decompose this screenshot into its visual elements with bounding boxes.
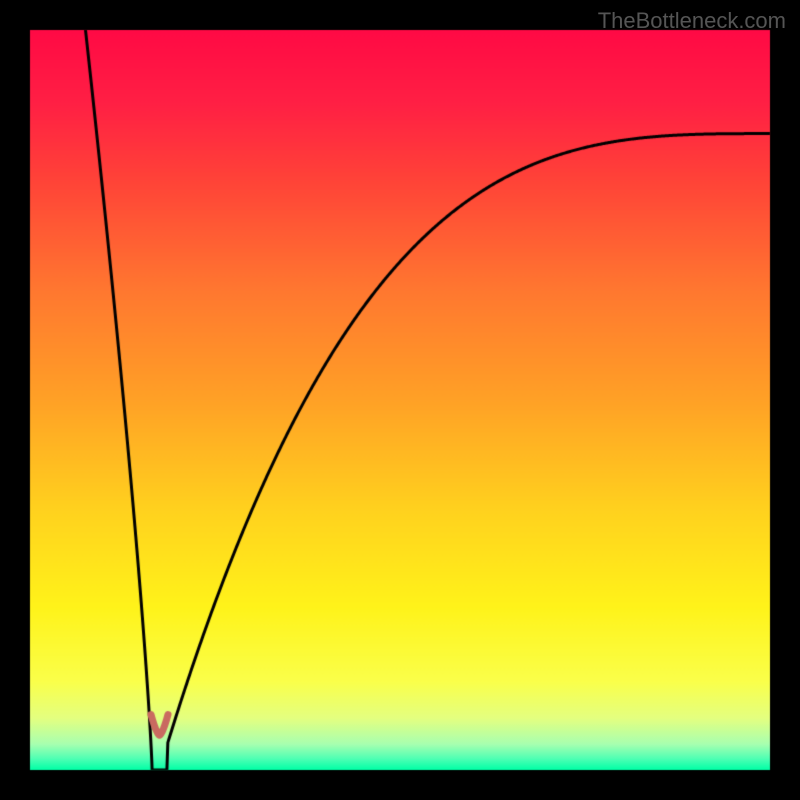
watermark-text: TheBottleneck.com: [598, 8, 786, 34]
curve-overlay-canvas: [0, 0, 800, 800]
bottleneck-chart-container: TheBottleneck.com: [0, 0, 800, 800]
